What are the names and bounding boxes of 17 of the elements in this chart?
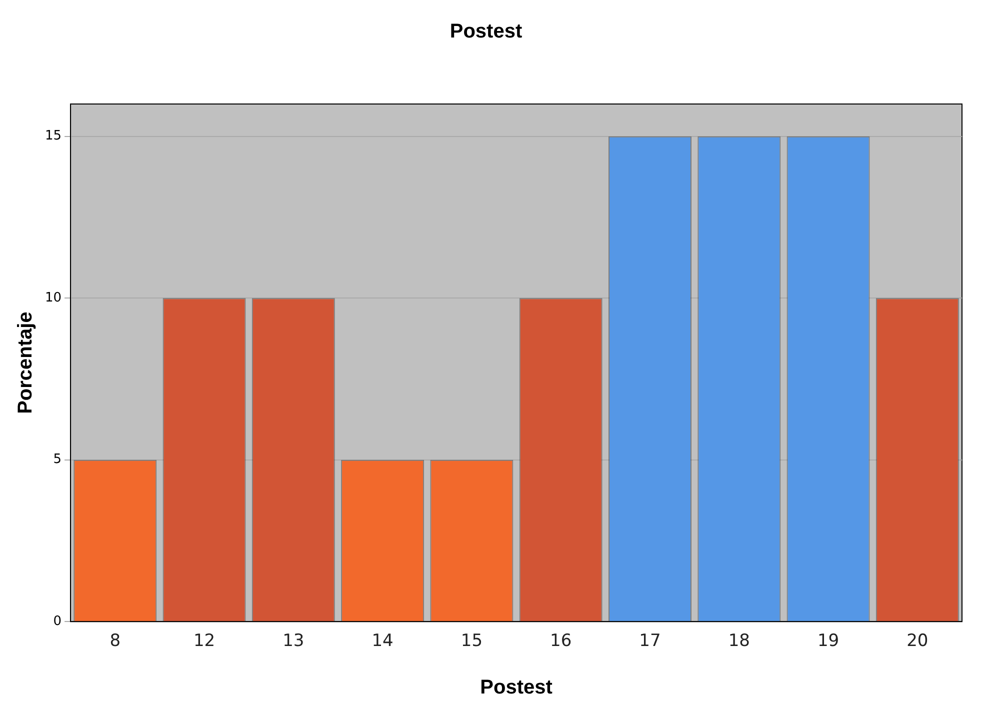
x-tick-label: 12: [193, 631, 216, 652]
y-tick-label: 15: [44, 128, 62, 144]
chart-title: Postest: [450, 20, 522, 43]
y-tick-label: 5: [53, 452, 62, 468]
x-tick-label: 14: [372, 631, 394, 652]
x-tick-label: 20: [906, 631, 928, 652]
y-tick-label: 10: [44, 290, 62, 306]
y-axis-title: Porcentaje: [14, 312, 37, 414]
x-tick-label: 19: [817, 631, 840, 652]
y-tick-label: 0: [53, 614, 62, 629]
x-tick-label: 18: [728, 631, 750, 652]
x-tick-label: 17: [639, 631, 661, 652]
x-tick-label: 8: [110, 631, 121, 652]
x-tick-label: 13: [282, 631, 304, 652]
x-tick-label: 15: [460, 631, 483, 652]
x-tick-label: 16: [550, 631, 572, 652]
x-axis-title: Postest: [480, 676, 553, 699]
